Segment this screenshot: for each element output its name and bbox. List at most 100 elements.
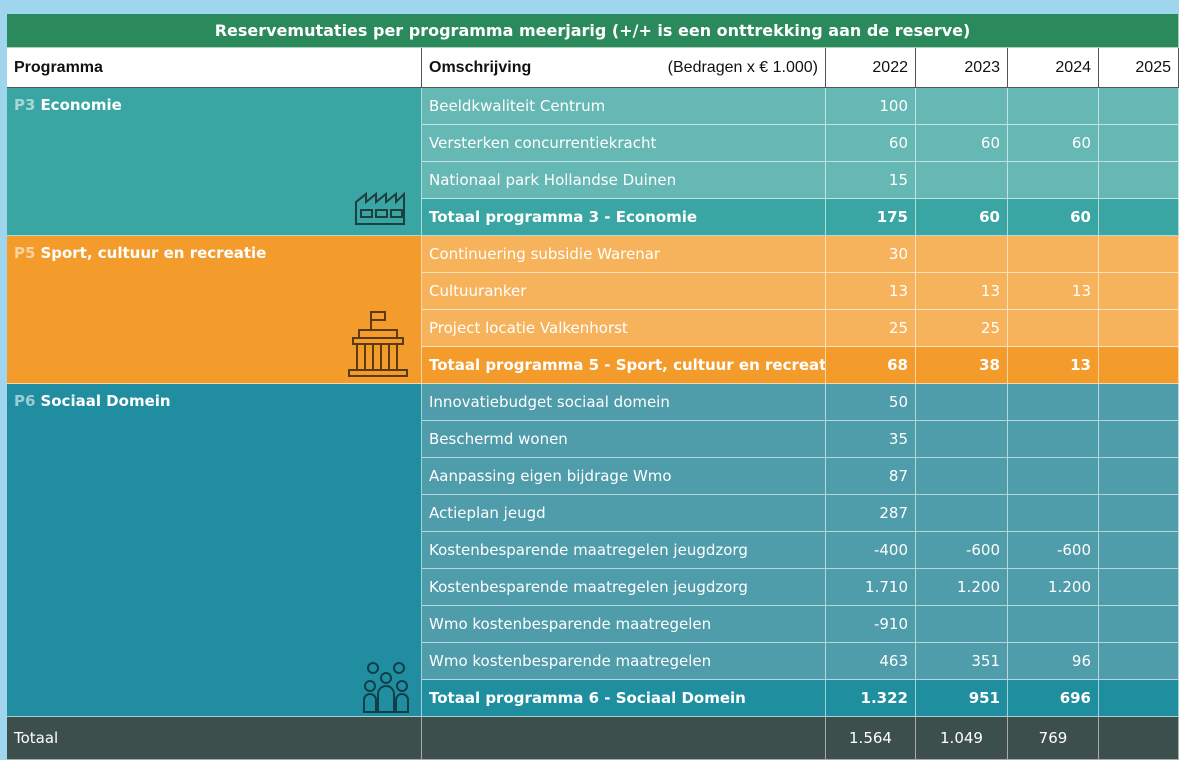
description: Nationaal park Hollandse Duinen [422, 162, 826, 199]
amount: 1.200 [1008, 569, 1099, 606]
amount: 15 [826, 162, 916, 199]
amount: -910 [826, 606, 916, 643]
amount: 175 [826, 199, 916, 236]
amount [916, 236, 1008, 273]
amount [1099, 273, 1179, 310]
grand-total-amount: 769 [1008, 717, 1099, 760]
description: Wmo kostenbesparende maatregelen [422, 643, 826, 680]
amount: 87 [826, 458, 916, 495]
year-header: 2022 [826, 48, 916, 88]
amount [1099, 347, 1179, 384]
amount: 951 [916, 680, 1008, 717]
grand-total-desc [422, 717, 826, 760]
description: Actieplan jeugd [422, 495, 826, 532]
amount [1008, 458, 1099, 495]
program-cell: P3 Economie [7, 88, 422, 236]
program-cell: P5 Sport, cultuur en recreatie [7, 236, 422, 384]
amount [1099, 162, 1179, 199]
amount [1099, 569, 1179, 606]
amount [916, 162, 1008, 199]
description: Totaal programma 5 - Sport, cultuur en r… [422, 347, 826, 384]
amount [1008, 384, 1099, 421]
amount: 13 [1008, 273, 1099, 310]
amount [1008, 421, 1099, 458]
amount: 1.710 [826, 569, 916, 606]
amount: -400 [826, 532, 916, 569]
grand-total-amount: 1.049 [916, 717, 1008, 760]
description: Beeldkwaliteit Centrum [422, 88, 826, 125]
amount: 30 [826, 236, 916, 273]
amount: 38 [916, 347, 1008, 384]
amount [1099, 680, 1179, 717]
table-title: Reservemutaties per programma meerjarig … [7, 14, 1179, 48]
amount [1099, 236, 1179, 273]
program-name: Sport, cultuur en recreatie [40, 244, 267, 262]
year-header: 2025 [1099, 48, 1179, 88]
description: Continuering subsidie Warenar [422, 236, 826, 273]
header-text: (Bedragen x € 1.000) [667, 58, 818, 76]
amount: 463 [826, 643, 916, 680]
amount: 35 [826, 421, 916, 458]
amount [1008, 88, 1099, 125]
amount: 13 [826, 273, 916, 310]
year-header: 2023 [916, 48, 1008, 88]
amount [916, 88, 1008, 125]
amount [1099, 532, 1179, 569]
description: Kostenbesparende maatregelen jeugdzorg [422, 569, 826, 606]
amount [1008, 236, 1099, 273]
amount [1099, 310, 1179, 347]
amount: 13 [916, 273, 1008, 310]
program-code: P5 [14, 244, 36, 262]
amount: 60 [916, 199, 1008, 236]
amount [1008, 495, 1099, 532]
amount: 287 [826, 495, 916, 532]
amount [916, 384, 1008, 421]
amount: 60 [1008, 199, 1099, 236]
program-name: Economie [40, 96, 122, 114]
amount: 13 [1008, 347, 1099, 384]
description: Aanpassing eigen bijdrage Wmo [422, 458, 826, 495]
amount [1099, 88, 1179, 125]
header-text: Omschrijving [429, 58, 532, 76]
amount [1008, 162, 1099, 199]
amount [1099, 606, 1179, 643]
amount [1008, 310, 1099, 347]
description: Beschermd wonen [422, 421, 826, 458]
amount: -600 [1008, 532, 1099, 569]
program-cell: P6 Sociaal Domein [7, 384, 422, 717]
amount: 60 [916, 125, 1008, 162]
year-header: 2024 [1008, 48, 1099, 88]
amount [916, 421, 1008, 458]
amount [916, 606, 1008, 643]
amount: 100 [826, 88, 916, 125]
description: Totaal programma 6 - Sociaal Domein [422, 680, 826, 717]
amount: 351 [916, 643, 1008, 680]
amount: 25 [916, 310, 1008, 347]
program-code: P6 [14, 392, 36, 410]
amount [1099, 495, 1179, 532]
amount: 60 [826, 125, 916, 162]
amount [1099, 421, 1179, 458]
amount: 50 [826, 384, 916, 421]
header-cell: Programma [7, 48, 422, 88]
grand-total-amount [1099, 717, 1179, 760]
description: Wmo kostenbesparende maatregelen [422, 606, 826, 643]
program-name: Sociaal Domein [40, 392, 171, 410]
description: Innovatiebudget sociaal domein [422, 384, 826, 421]
description: Versterken concurrentiekracht [422, 125, 826, 162]
amount: 60 [1008, 125, 1099, 162]
amount [916, 495, 1008, 532]
header-cell: Omschrijving (Bedragen x € 1.000) [422, 48, 826, 88]
program-code: P3 [14, 96, 36, 114]
amount: 1.322 [826, 680, 916, 717]
amount: 25 [826, 310, 916, 347]
grand-total-amount: 1.564 [826, 717, 916, 760]
amount [1099, 384, 1179, 421]
description: Totaal programma 3 - Economie [422, 199, 826, 236]
grand-total-label: Totaal [7, 717, 422, 760]
amount [1099, 643, 1179, 680]
description: Kostenbesparende maatregelen jeugdzorg [422, 532, 826, 569]
amount [1099, 458, 1179, 495]
amount: 696 [1008, 680, 1099, 717]
